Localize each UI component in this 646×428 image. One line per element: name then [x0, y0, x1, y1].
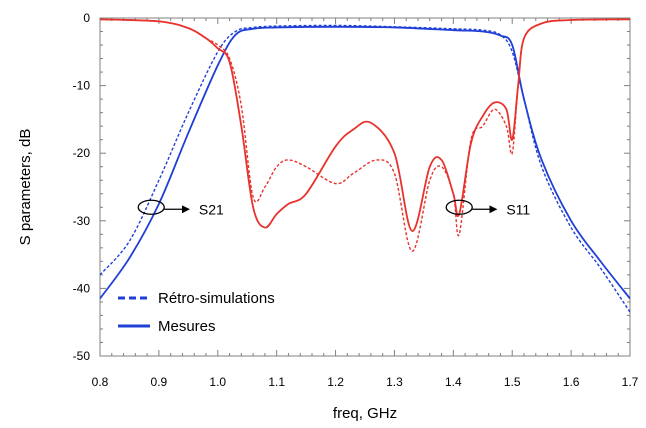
x-tick-label: 1.4 [445, 375, 462, 389]
x-tick-label: 0.8 [92, 375, 109, 389]
y-tick-label: -40 [73, 281, 91, 295]
legend-label: Rétro-simulations [158, 290, 275, 307]
x-tick-label: 0.9 [151, 375, 168, 389]
annotation-ellipse [445, 199, 473, 215]
y-tick-label: -20 [73, 146, 91, 160]
annotation-label: S11 [506, 201, 530, 217]
x-tick-label: 1.7 [622, 375, 639, 389]
plot-area [99, 17, 631, 357]
y-tick-label: -30 [73, 214, 91, 228]
x-tick-label: 1.3 [386, 375, 403, 389]
annotations: S21 S11 [137, 199, 530, 217]
y-tick-label: 0 [83, 11, 90, 25]
x-tick-label: 1.2 [327, 375, 344, 389]
series-line-3 [100, 18, 630, 252]
legend-label: Mesures [158, 318, 216, 335]
legend: Rétro-simulations Mesures [118, 290, 275, 335]
annotation-ellipse [137, 199, 165, 215]
x-tick-label: 1.1 [268, 375, 285, 389]
y-axis-title: S parameters, dB [17, 129, 34, 246]
series-layer [100, 18, 630, 313]
series-line-2 [100, 25, 630, 300]
y-axis-tick-labels: 0 -10 -20 -30 -40 -50 [73, 11, 91, 363]
x-tick-label: 1.5 [504, 375, 521, 389]
x-tick-label: 1.0 [209, 375, 226, 389]
y-tick-label: -50 [73, 349, 91, 363]
annotation-label: S21 [199, 201, 224, 217]
x-axis-title: freq, GHz [333, 405, 397, 422]
axis-ticks [99, 17, 631, 357]
plot-frame [99, 17, 631, 357]
series-line-4 [100, 18, 630, 232]
y-tick-label: -10 [73, 79, 91, 93]
x-tick-label: 1.6 [563, 375, 580, 389]
x-axis-tick-labels: 0.8 0.9 1.0 1.1 1.2 1.3 1.4 1.5 1.6 1.7 [92, 375, 639, 389]
series-line-1 [100, 24, 630, 313]
